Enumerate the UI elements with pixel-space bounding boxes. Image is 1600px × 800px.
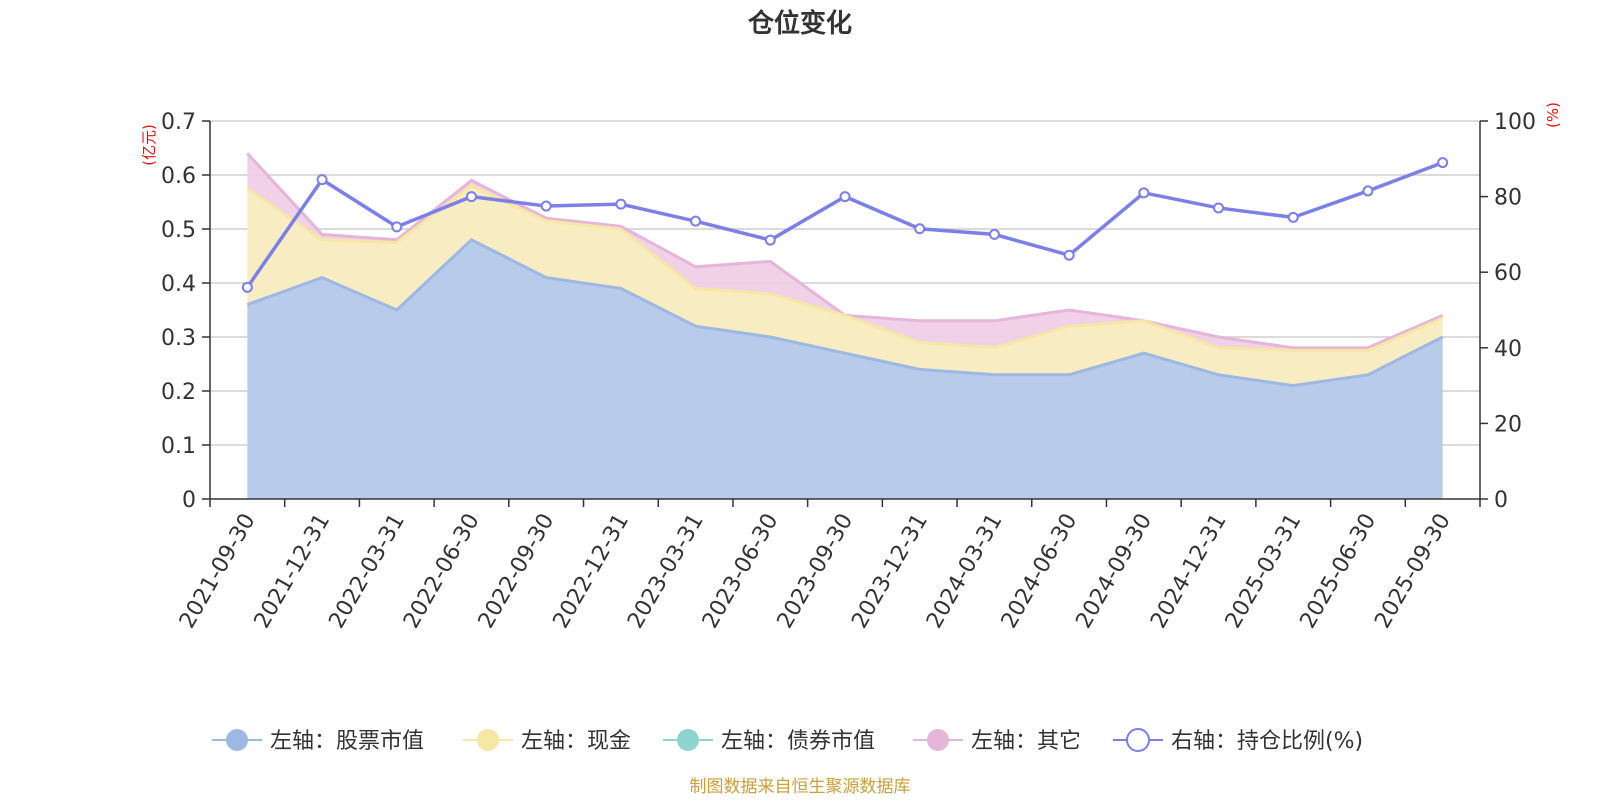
ratio-point[interactable] <box>1287 211 1299 223</box>
legend-item-3[interactable]: 左轴：其它 <box>913 729 1081 754</box>
ratio-point[interactable] <box>988 228 1000 240</box>
x-tick-label: 2025-06-30 <box>1296 510 1382 633</box>
left-tick-label: 0.3 <box>161 326 196 351</box>
ratio-point[interactable] <box>1437 157 1449 169</box>
legend-item-2[interactable]: 左轴：债券市值 <box>663 729 875 754</box>
legend-label: 左轴：股票市值 <box>270 729 424 754</box>
ratio-point[interactable] <box>316 174 328 186</box>
x-tick-label: 2023-09-30 <box>773 510 859 633</box>
x-tick-label: 2022-12-31 <box>548 510 634 633</box>
ratio-point[interactable] <box>764 234 776 246</box>
ratio-point[interactable] <box>914 223 926 235</box>
legend-marker <box>1126 728 1150 752</box>
ratio-point[interactable] <box>391 221 403 233</box>
legend-item-0[interactable]: 左轴：股票市值 <box>212 729 424 754</box>
left-tick-label: 0.5 <box>161 218 196 243</box>
x-tick-label: 2024-09-30 <box>1071 510 1157 633</box>
right-axis-unit: (%) <box>1544 102 1562 128</box>
ratio-point[interactable] <box>839 191 851 203</box>
stacked-areas <box>246 152 1444 500</box>
ratio-point[interactable] <box>615 198 627 210</box>
legend-marker <box>477 729 499 751</box>
right-tick-label: 100 <box>1494 110 1536 135</box>
stock-line <box>246 237 1444 388</box>
x-tick-label: 2022-03-31 <box>324 510 410 633</box>
left-axis-unit: (亿元) <box>140 124 158 166</box>
x-tick-label: 2021-09-30 <box>175 510 261 633</box>
legend[interactable]: 左轴：股票市值 左轴：现金 左轴：债券市值 左轴：其它 右轴：持仓比例(%) <box>212 728 1363 754</box>
ratio-point[interactable] <box>1063 249 1075 261</box>
left-tick-label: 0.1 <box>161 434 196 459</box>
ratio-point[interactable] <box>241 281 253 293</box>
left-tick-label: 0.6 <box>161 164 196 189</box>
x-tick-label: 2024-12-31 <box>1146 510 1232 633</box>
ratio-line-layer <box>241 157 1449 293</box>
left-tick-label: 0.7 <box>161 110 196 135</box>
legend-marker <box>927 729 949 751</box>
legend-label: 左轴：其它 <box>971 729 1081 754</box>
right-tick-label: 60 <box>1494 261 1522 286</box>
right-tick-label: 0 <box>1494 488 1508 513</box>
legend-label: 左轴：现金 <box>521 729 631 754</box>
x-tick-label: 2021-12-31 <box>250 510 336 633</box>
right-tick-label: 80 <box>1494 186 1522 211</box>
ratio-point[interactable] <box>690 215 702 227</box>
x-tick-label: 2024-06-30 <box>997 510 1083 633</box>
ratio-point[interactable] <box>1213 202 1225 214</box>
legend-marker <box>226 729 248 751</box>
cash-area <box>247 185 1443 386</box>
legend-marker <box>677 729 699 751</box>
data-source-note: 制图数据来自恒生聚源数据库 <box>690 777 911 797</box>
x-tick-label: 2023-03-31 <box>623 510 709 633</box>
chart-title: 仓位变化 <box>747 8 852 39</box>
ratio-point[interactable] <box>540 200 552 212</box>
legend-label: 右轴：持仓比例(%) <box>1171 729 1363 754</box>
x-tick-label: 2025-03-31 <box>1221 510 1307 633</box>
x-tick-label: 2023-06-30 <box>698 510 784 633</box>
legend-item-4[interactable]: 右轴：持仓比例(%) <box>1113 728 1363 754</box>
ratio-point[interactable] <box>465 191 477 203</box>
cash-line <box>246 184 1444 352</box>
ratio-point[interactable] <box>1138 187 1150 199</box>
left-tick-label: 0 <box>182 488 196 513</box>
x-tick-label: 2022-09-30 <box>474 510 560 633</box>
right-tick-label: 40 <box>1494 337 1522 362</box>
x-tick-label: 2025-09-30 <box>1370 510 1456 633</box>
left-tick-label: 0.2 <box>161 380 196 405</box>
stock-area <box>247 239 1443 500</box>
legend-item-1[interactable]: 左轴：现金 <box>463 729 631 754</box>
ratio-point[interactable] <box>1362 185 1374 197</box>
right-tick-label: 20 <box>1494 412 1522 437</box>
x-tick-label: 2022-06-30 <box>399 510 485 633</box>
x-tick-label: 2023-12-31 <box>847 510 933 633</box>
x-tick-label: 2024-03-31 <box>922 510 1008 633</box>
legend-label: 左轴：债券市值 <box>721 729 875 754</box>
left-tick-label: 0.4 <box>161 272 196 297</box>
